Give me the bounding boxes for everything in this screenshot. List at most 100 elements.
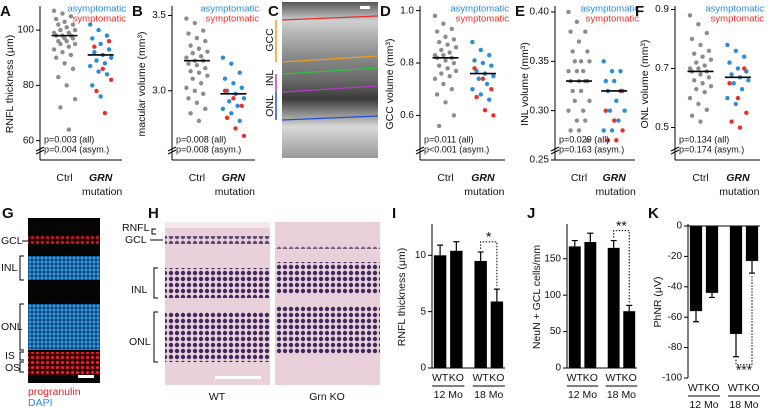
data-point: [704, 30, 709, 36]
x-tick-label: WT: [567, 372, 584, 384]
data-point: [443, 100, 448, 105]
fluorescence-image: G GCL INL ONL IS OS progranulin DAPI: [1, 205, 100, 409]
y-tick-label: 50: [550, 326, 562, 337]
data-point: [570, 49, 575, 54]
panel-letter: K: [648, 205, 659, 222]
y-tick-label: 150: [544, 253, 561, 264]
layer-label: GCC: [264, 28, 276, 52]
data-point: [241, 133, 247, 139]
x-tick-label: KO: [583, 372, 598, 384]
data-point: [737, 125, 743, 130]
data-point: [239, 85, 245, 90]
data-point: [184, 55, 189, 60]
data-point: [489, 63, 494, 68]
data-point: [491, 73, 496, 79]
error-bar: [437, 244, 444, 256]
x-tick-label: Ctrl: [189, 172, 205, 184]
data-point: [470, 87, 475, 92]
data-point: [587, 98, 592, 103]
legend-entry: asymptomatic: [200, 4, 259, 15]
data-point: [609, 128, 615, 133]
legend-entry: symptomatic: [73, 14, 127, 25]
y-tick-label: -20: [668, 251, 683, 262]
legend-entry: symptomatic: [456, 14, 510, 25]
y-axis-label: macular volume (mm³): [136, 31, 148, 136]
legend-entry: symptomatic: [206, 14, 260, 25]
layer-label: INL: [131, 284, 148, 296]
data-point: [235, 103, 240, 109]
data-point: [98, 94, 103, 99]
data-point: [108, 77, 114, 83]
data-point: [702, 63, 707, 68]
data-point: [194, 35, 200, 41]
data-point: [196, 118, 202, 124]
y-tick-label: 3.0: [152, 85, 166, 96]
data-point: [568, 29, 573, 34]
data-point: [574, 19, 580, 25]
data-point: [201, 91, 206, 96]
data-point: [566, 108, 571, 113]
data-point: [449, 87, 454, 92]
data-point: [612, 118, 617, 123]
data-point: [698, 119, 703, 124]
x-tick-label: Ctrl: [571, 172, 587, 184]
data-point: [229, 111, 234, 116]
data-point: [233, 126, 238, 131]
panel-letter: J: [527, 205, 535, 222]
data-point: [220, 106, 226, 112]
y-tick-label: 0.8: [400, 58, 414, 69]
data-point: [612, 78, 617, 84]
error-bar: [477, 251, 484, 261]
y-tick-label: 0.6: [400, 110, 414, 121]
data-point: [443, 58, 448, 63]
data-point: [725, 95, 730, 101]
x-tick-label: WT: [688, 382, 705, 394]
error-bar: [493, 288, 500, 302]
annotation: p=0.163 (asym.): [559, 144, 624, 154]
data-point: [480, 60, 486, 66]
data-point: [102, 61, 108, 66]
data-point: [601, 59, 606, 64]
y-tick-label: 0.30: [530, 105, 550, 116]
data-point: [205, 49, 210, 54]
data-point: [51, 47, 57, 52]
y-tick-label: 0: [420, 363, 426, 374]
data-point: [620, 128, 625, 133]
bar: [729, 226, 743, 334]
layer-label: INL: [264, 70, 276, 87]
x-tick-label: KO: [704, 382, 719, 394]
data-point: [622, 108, 627, 113]
data-point: [443, 34, 448, 40]
y-tick-label: 3.5: [152, 10, 166, 21]
data-point: [733, 101, 738, 107]
bar: [433, 255, 447, 368]
y-axis-label: NeuN + GCL cells/mm: [531, 245, 543, 350]
y-tick-label: 10: [415, 250, 427, 261]
data-point: [616, 118, 621, 123]
data-point: [578, 88, 584, 94]
annotation: p=0.004 (asym.): [44, 144, 109, 154]
data-point: [60, 11, 65, 16]
data-point: [441, 52, 446, 58]
data-point: [474, 94, 479, 100]
data-point: [482, 108, 488, 113]
error-bar: [709, 292, 715, 299]
data-point: [489, 87, 494, 92]
data-point: [56, 74, 61, 80]
y-tick-label: 0: [555, 363, 561, 374]
data-point: [566, 9, 571, 15]
data-point: [184, 16, 189, 21]
data-point: [576, 39, 582, 44]
y-tick-label: 5: [420, 306, 426, 317]
data-point: [54, 16, 59, 22]
data-point: [56, 22, 61, 27]
data-point: [220, 55, 226, 60]
data-point: [104, 33, 110, 38]
data-point: [186, 31, 191, 36]
data-point: [568, 128, 573, 133]
significance-label: *: [486, 229, 492, 245]
data-point: [96, 69, 101, 74]
data-point: [478, 92, 483, 97]
data-point: [62, 19, 67, 25]
data-point: [447, 73, 452, 79]
